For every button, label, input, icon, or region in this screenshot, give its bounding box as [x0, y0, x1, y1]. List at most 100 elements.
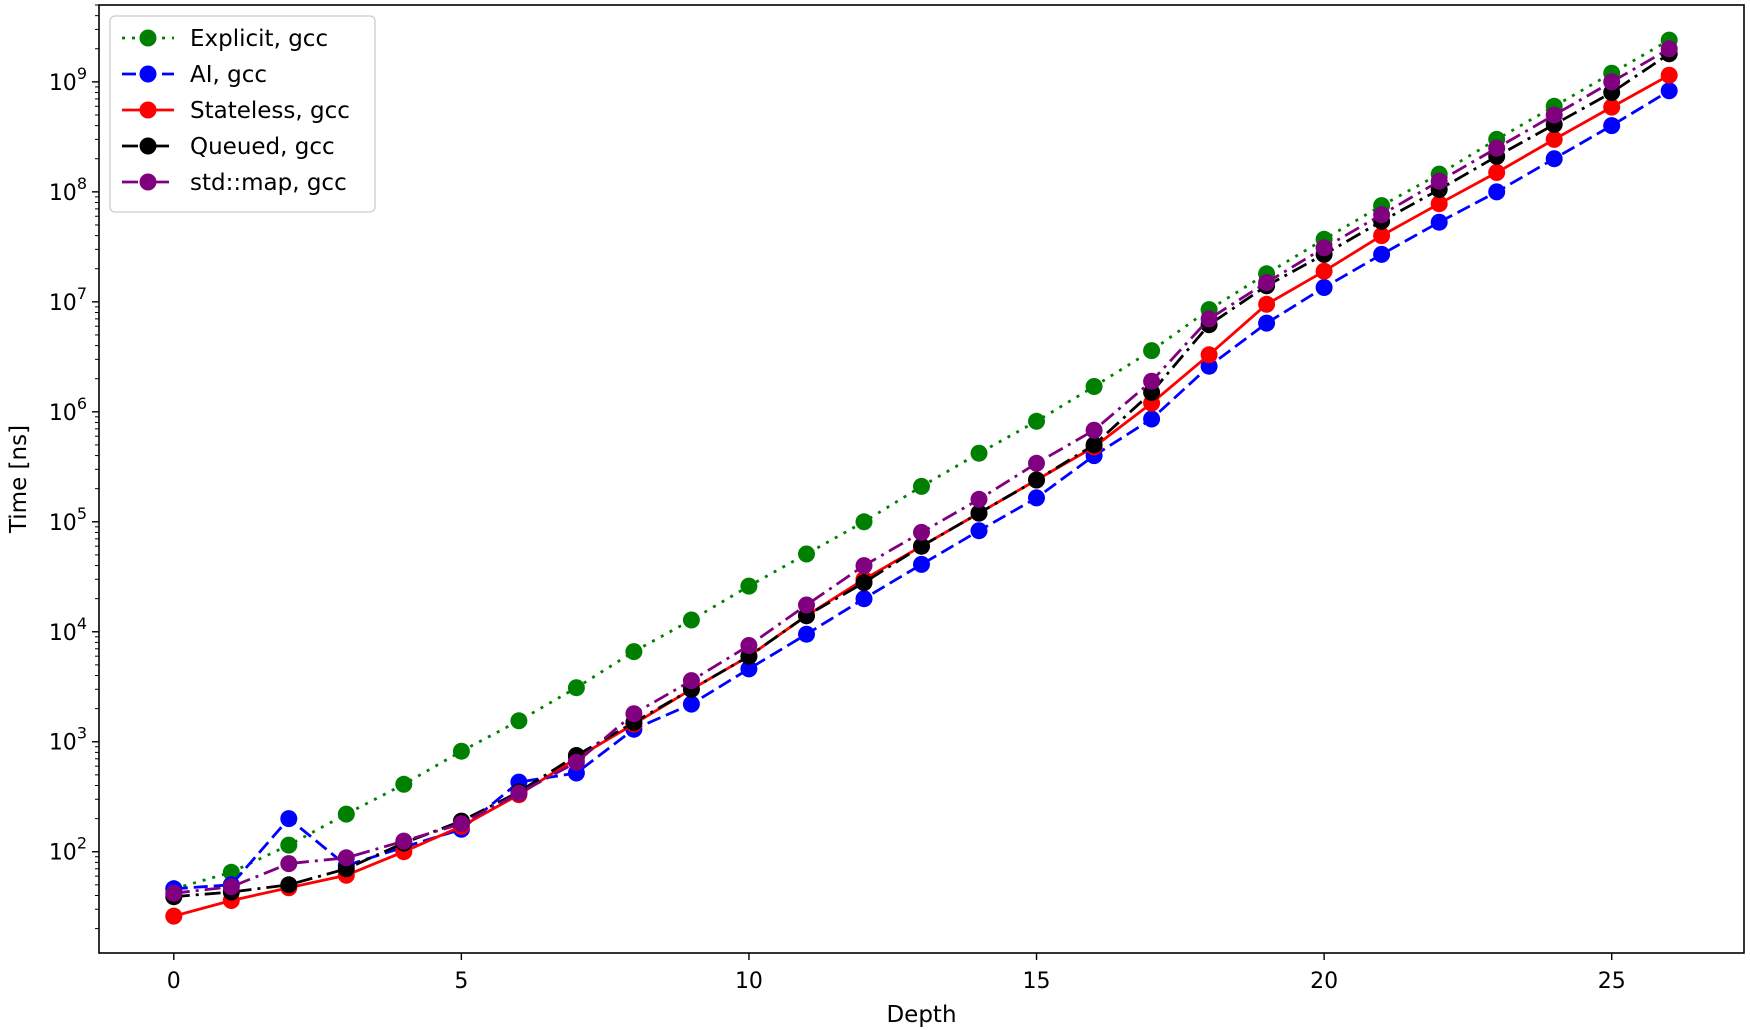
data-point: [1545, 106, 1563, 124]
data-point: [1373, 245, 1391, 263]
data-point: [1258, 274, 1276, 291]
data-point: [1545, 150, 1563, 168]
legend-marker: [139, 137, 157, 155]
x-tick-label: 10: [735, 969, 763, 994]
plot-frame: [98, 4, 1745, 954]
y-tick-label: 104: [49, 614, 87, 646]
data-point: [740, 577, 758, 595]
legend-box: [109, 15, 376, 213]
legend-label: AI, gcc: [190, 62, 267, 88]
y-tick-label: 105: [49, 504, 87, 536]
data-point: [625, 643, 643, 661]
data-point: [1258, 314, 1276, 332]
series-layer: [165, 31, 1678, 925]
data-point: [1028, 412, 1045, 430]
x-tick-label: 20: [1310, 969, 1338, 994]
legend-label: Stateless, gcc: [190, 98, 350, 124]
data-point: [510, 784, 528, 802]
x-tick-label: 0: [167, 969, 181, 994]
y-tick-label: 102: [49, 834, 87, 866]
legend-item: std::map, gcc: [122, 170, 347, 196]
data-point: [1603, 73, 1621, 91]
data-point: [1315, 262, 1333, 280]
data-point: [798, 596, 815, 614]
data-point: [567, 679, 585, 697]
data-point: [1085, 421, 1103, 439]
data-point: [913, 555, 930, 573]
data-point: [222, 863, 240, 881]
data-point: [452, 742, 470, 760]
legend: Explicit, gcc AI, gcc Stateless, gcc Queued…: [109, 15, 376, 213]
x-axis-label: Depth: [886, 1002, 956, 1028]
data-point: [1603, 117, 1621, 135]
data-point: [1085, 436, 1103, 454]
data-point: [855, 590, 873, 608]
series-4: [165, 40, 1678, 902]
data-point: [682, 611, 700, 629]
data-point: [1143, 410, 1161, 428]
y-tick-label: 107: [49, 284, 87, 316]
data-point: [1200, 310, 1218, 328]
legend-label: std::map, gcc: [190, 170, 347, 196]
legend-item: Explicit, gcc: [122, 26, 328, 52]
data-point: [1430, 195, 1448, 213]
data-point: [280, 876, 298, 894]
data-point: [682, 695, 700, 713]
legend-item: Queued, gcc: [122, 134, 335, 160]
data-point: [280, 836, 298, 854]
data-point: [1373, 206, 1391, 224]
data-point: [1258, 295, 1276, 313]
data-point: [1028, 471, 1045, 489]
data-point: [165, 907, 183, 925]
data-point: [625, 705, 643, 723]
data-point: [1143, 372, 1161, 390]
data-point: [970, 504, 988, 522]
data-point: [1660, 40, 1678, 58]
data-point: [1085, 378, 1103, 395]
data-point: [510, 712, 528, 730]
data-point: [280, 810, 298, 828]
y-tick-label: 108: [49, 174, 87, 206]
data-point: [855, 513, 873, 531]
data-point: [798, 625, 815, 643]
data-point: [1373, 227, 1391, 245]
data-point: [1660, 82, 1678, 100]
data-point: [1028, 489, 1045, 507]
data-point: [337, 849, 355, 867]
data-point: [682, 672, 700, 690]
legend-item: AI, gcc: [122, 62, 267, 88]
data-point: [798, 545, 815, 563]
y-tick-label: 103: [49, 724, 87, 756]
data-point: [970, 444, 988, 462]
data-point: [740, 660, 758, 678]
data-point: [165, 884, 183, 902]
data-point: [1430, 213, 1448, 231]
data-point: [970, 490, 988, 508]
data-point: [1603, 98, 1621, 116]
data-point: [913, 477, 930, 495]
data-point: [1488, 183, 1506, 201]
data-point: [1545, 130, 1563, 148]
data-point: [913, 523, 930, 541]
data-point: [337, 805, 355, 823]
legend-marker: [139, 101, 157, 119]
legend-marker: [139, 173, 157, 191]
data-point: [395, 775, 413, 793]
x-tick-label: 15: [1023, 969, 1051, 994]
data-point: [740, 637, 758, 654]
data-point: [1028, 454, 1045, 472]
legend-label: Explicit, gcc: [190, 26, 328, 52]
data-point: [855, 557, 873, 575]
y-tick-label: 109: [49, 64, 87, 96]
data-point: [1430, 172, 1448, 190]
data-point: [1660, 66, 1678, 84]
data-point: [1315, 239, 1333, 257]
data-point: [280, 855, 298, 873]
data-point: [1200, 346, 1218, 364]
data-point: [222, 878, 240, 896]
data-point: [855, 574, 873, 592]
data-point: [1488, 164, 1506, 181]
data-point: [395, 832, 413, 850]
y-axis: 102 103 104 105 106 107 108 109: [49, 4, 99, 930]
